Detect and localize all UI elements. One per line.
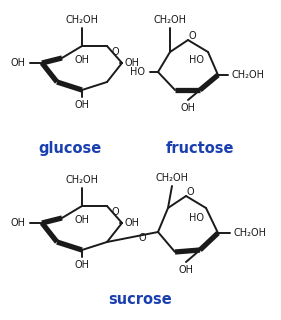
Text: OH: OH <box>74 260 90 270</box>
Text: OH: OH <box>124 218 139 228</box>
Text: O: O <box>186 187 194 197</box>
Text: O: O <box>188 31 196 41</box>
Text: fructose: fructose <box>166 140 234 156</box>
Text: glucose: glucose <box>38 140 102 156</box>
Text: CH₂OH: CH₂OH <box>65 175 99 185</box>
Text: HO: HO <box>189 213 205 223</box>
Text: CH₂OH: CH₂OH <box>232 70 264 80</box>
Text: HO: HO <box>189 55 205 65</box>
Text: O: O <box>138 233 146 243</box>
Text: O: O <box>111 47 119 57</box>
Text: CH₂OH: CH₂OH <box>155 173 189 183</box>
Text: CH₂OH: CH₂OH <box>153 15 187 25</box>
Text: OH: OH <box>74 55 90 65</box>
Text: CH₂OH: CH₂OH <box>234 228 266 238</box>
Text: O: O <box>111 207 119 217</box>
Text: CH₂OH: CH₂OH <box>65 15 99 25</box>
Text: sucrose: sucrose <box>108 292 172 308</box>
Text: OH: OH <box>10 58 26 68</box>
Text: OH: OH <box>178 265 194 275</box>
Text: OH: OH <box>10 218 26 228</box>
Text: OH: OH <box>180 103 196 113</box>
Text: OH: OH <box>74 215 90 225</box>
Text: HO: HO <box>130 67 146 77</box>
Text: OH: OH <box>74 100 90 110</box>
Text: OH: OH <box>124 58 139 68</box>
